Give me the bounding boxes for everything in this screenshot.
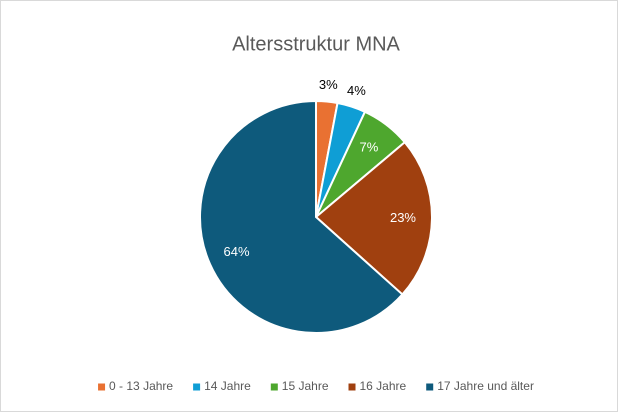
- legend-swatch: [348, 383, 356, 391]
- legend-label: 14 Jahre: [204, 379, 251, 393]
- pie-slice: [314, 140, 433, 296]
- legend-label: 16 Jahre: [360, 379, 407, 393]
- data-label: 3%: [319, 77, 338, 92]
- chart-title: Altersstruktur MNA: [232, 33, 400, 55]
- data-label: 4%: [347, 83, 366, 98]
- legend-swatch: [270, 383, 278, 391]
- pie-slice: [199, 99, 404, 334]
- legend-label: 15 Jahre: [282, 379, 329, 393]
- data-label: 23%: [390, 210, 416, 225]
- data-label: 7%: [359, 139, 378, 154]
- legend-swatch: [426, 383, 434, 391]
- legend-swatch: [98, 383, 106, 391]
- legend-swatch: [193, 383, 201, 391]
- legend-label: 17 Jahre und älter: [437, 379, 534, 393]
- legend-label: 0 - 13 Jahre: [109, 379, 173, 393]
- data-label: 64%: [224, 244, 250, 259]
